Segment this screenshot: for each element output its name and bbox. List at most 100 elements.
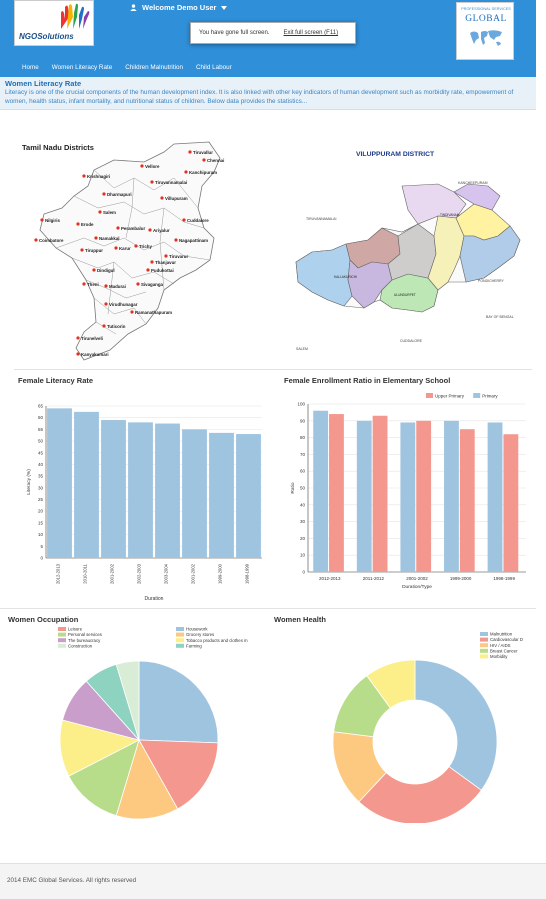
district-marker [34,238,38,242]
district-marker [188,150,192,154]
district-marker [76,336,80,340]
map-right-title: VILUPPURAM DISTRICT [356,151,435,158]
label-pondicherry: PONDICHERRY [478,279,504,283]
legend-label: Morbidity [490,654,508,659]
district-label: Krishnagiri [87,174,110,179]
bar-upper-primary [372,415,388,572]
legend-swatch [480,654,488,659]
district-marker [150,260,154,264]
legend-swatch [58,627,66,631]
occupation-plot: Leisure Housework Personal services Grocery… [58,627,248,820]
label-tiruvannamalai: TIRUVANNAMALAI [306,217,336,221]
district-marker [150,180,154,184]
district-label: Ramanathapuram [135,310,172,315]
nav-children-malnutrition[interactable]: Children Malnutrition [125,64,183,71]
bar-upper-primary [329,414,344,572]
district-marker [114,246,118,250]
district-label: Coimbatore [39,238,64,243]
district-label: Tiruvarur [169,254,188,259]
y-tick-label: 45 [38,450,44,455]
legend-label: Leisure [68,627,83,632]
literacy-plot: 0 5 10 15 20 25 30 35 40 45 50 55 60 65 2012-2013 2010-… [26,404,262,602]
pie-slice [414,659,498,791]
y-tick-label: 40 [300,502,306,507]
district-label: Thanjavur [155,260,176,265]
y-tick-label: 50 [38,439,44,444]
district-label: Ariyalur [153,228,170,233]
y-tick-label: 30 [38,485,44,490]
label-bay-of-bengal: BAY OF BENGAL [486,315,514,319]
user-menu[interactable]: Welcome Demo User [130,3,228,12]
district-label: Tiruvallur [193,150,213,155]
district-label: Nilgiris [45,218,60,223]
district-label: Salem [103,210,116,215]
nav-home[interactable]: Home [22,64,39,71]
global-services-logo[interactable]: PROFESSIONAL SERVICES GLOBAL [456,2,514,60]
label-kallakurichi: KALLAKURICHI [334,275,357,279]
pie-slice [358,766,482,823]
legend-label: Breast Cancer [490,648,518,653]
district-marker [102,192,106,196]
district-marker [102,324,106,328]
x-axis-label: Duration [145,596,164,602]
legend-label: Upper Primary [435,394,465,399]
main-nav: Home Women Literacy Rate Children Malnut… [22,64,232,71]
exit-fullscreen-link[interactable]: Exit full screen (F11) [283,30,339,36]
district-label: Kanyakumari [81,352,109,357]
legend-swatch [480,643,488,648]
literacy-chart-title: Female Literacy Rate [18,376,93,385]
nav-women-literacy-rate[interactable]: Women Literacy Rate [51,64,113,71]
district-marker [98,210,102,214]
district-marker [80,248,84,252]
district-label: Trichy [139,244,152,249]
district-label: Dharmapuri [107,192,132,197]
y-tick-label: 80 [300,435,306,440]
map-left-title: Tamil Nadu Districts [22,143,94,152]
logo-text: NGOSolutions [19,32,74,41]
divider [0,608,536,609]
district-markers: Tiruvallur Chennai Vellore Kanchipuram Krish… [34,150,224,357]
district-label: Sivaganga [141,282,164,287]
district-marker [148,228,152,232]
label-salem: SALEM [296,347,308,351]
legend-label: Construction [68,643,93,648]
bar [209,432,234,558]
x-tick-label: 2010-2011 [83,563,88,583]
district-marker [134,244,138,248]
district-marker [136,282,140,286]
district-label: Cuddalore [187,218,209,223]
district-label: Theni [87,282,99,287]
y-tick-label: 20 [38,509,44,514]
district-marker [92,268,96,272]
district-marker [76,352,80,356]
pie-slice [366,659,416,709]
district-marker [130,310,134,314]
bar-primary [487,422,503,572]
y-tick-label: 60 [300,469,306,474]
caret-down-icon [221,5,228,10]
occupation-chart-title: Women Occupation [8,615,79,624]
y-tick-label: 20 [300,536,306,541]
district-label: Dindigul [97,268,115,273]
x-tick-label: 2011-2012 [363,576,385,581]
y-axis-label: Literacy (%) [26,469,32,495]
bar-upper-primary [459,429,475,572]
logo-tagline: PROFESSIONAL SERVICES [461,7,511,11]
x-tick-label: 2001-2002 [191,563,196,584]
district-marker [82,282,86,286]
legend-label: HIV / AIDS [490,643,511,648]
pie-slice [138,660,219,744]
bar-upper-primary [503,434,519,572]
district-label: Pudukottai [151,268,174,273]
copyright-text: 2014 EMC Global Services. All rights res… [7,877,137,884]
health-chart: Women Health MalnutritionCardiovascular … [274,615,523,823]
y-tick-label: 0 [40,556,43,561]
legend-swatch [58,643,66,648]
occupation-chart: Women Occupation Leisure Housework Persona… [8,615,248,820]
ngo-solutions-logo[interactable]: NGOSolutions [14,0,94,46]
tamil-nadu-map: Tamil Nadu Districts Tiruvallur Chennai Ve… [22,141,224,361]
nav-child-labour[interactable]: Child Labour [195,64,232,71]
legend-swatch [176,627,184,631]
